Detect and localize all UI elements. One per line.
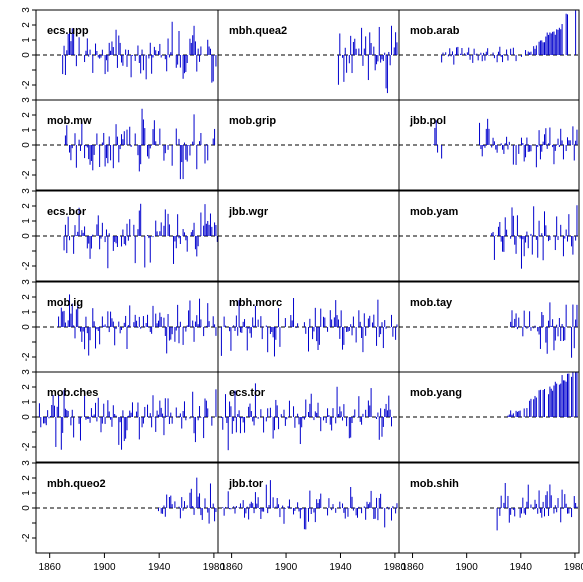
panel-ecs-tor: ecs.tor — [217, 371, 400, 463]
panel-frame — [217, 190, 400, 282]
x-tick-label: 1980 — [203, 562, 226, 573]
y-tick-label: -2 — [21, 352, 32, 361]
panel-title: mbh.morc — [229, 297, 282, 309]
panel-title: mbh.queo2 — [47, 478, 106, 490]
panel-jbb-pol: jbb.pol — [398, 99, 580, 191]
panel-title: mob.yang — [410, 387, 462, 399]
panel-mbh-quea2: mbh.quea2 — [217, 9, 400, 101]
x-tick-label: 1860 — [39, 562, 62, 573]
panel-frame — [217, 99, 400, 191]
panel-mob-grip: mob.grip — [217, 99, 400, 191]
y-tick-label: -2 — [21, 261, 32, 270]
panel-mbh-morc: mbh.morc — [217, 281, 400, 373]
panel-mob-ig: mob.ig — [35, 281, 219, 373]
panel-frame — [398, 99, 580, 191]
x-tick-label: 1940 — [510, 562, 533, 573]
y-tick-label: 0 — [21, 233, 32, 239]
panel-title: mbh.quea2 — [229, 25, 287, 37]
panel-frame — [398, 281, 580, 373]
axes-layer: 3 2 1 0 -2 3 2 1 0 -2 3 2 1 0 -2 3 2 1 0 -2 3 2 1 0 -2 3 2 1 0 -2 1860… — [21, 7, 583, 573]
y-tick-label: 0 — [21, 324, 32, 330]
panel-mob-mw: mob.mw — [35, 99, 219, 191]
y-tick-label: 2 — [21, 294, 32, 300]
y-tick-label: -2 — [21, 170, 32, 179]
y-tick-label: 2 — [21, 384, 32, 390]
y-tick-label: 3 — [21, 7, 32, 13]
y-tick-label: 2 — [21, 22, 32, 28]
x-tick-label: 1940 — [148, 562, 171, 573]
panel-mob-arab: mob.arab — [398, 9, 580, 101]
panel-mob-yam: mob.yam — [398, 190, 580, 282]
panel-title: ecs.tor — [229, 387, 266, 399]
x-tick-label: 1940 — [329, 562, 352, 573]
y-tick-label: 2 — [21, 112, 32, 118]
panel-frame — [217, 9, 400, 101]
panel-title: jbb.wgr — [228, 206, 269, 218]
x-tick-label: 1900 — [275, 562, 298, 573]
y-tick-label: 3 — [21, 369, 32, 375]
y-tick-label: 0 — [21, 414, 32, 420]
y-tick-label: -2 — [21, 442, 32, 451]
panel-title: mob.tay — [410, 297, 453, 309]
panel-title: ecs.upp — [47, 25, 89, 37]
y-tick-label: 3 — [21, 460, 32, 466]
panel-title: mob.shih — [410, 478, 459, 490]
x-tick-label: 1980 — [384, 562, 407, 573]
y-tick-label: 1 — [21, 399, 32, 405]
panel-title: mob.ig — [47, 297, 83, 309]
panel-mbh-queo2: mbh.queo2 — [35, 462, 219, 554]
panel-frame — [398, 190, 580, 282]
panel-title: jbb.tor — [228, 478, 264, 490]
panel-mob-tay: mob.tay — [398, 281, 580, 373]
panel-title: mob.mw — [47, 115, 92, 127]
x-tick-label: 1900 — [456, 562, 479, 573]
panel-mob-shih: mob.shih — [398, 462, 580, 554]
x-tick-label: 1860 — [220, 562, 243, 573]
panel-title: mob.ches — [47, 387, 98, 399]
y-tick-label: -2 — [21, 80, 32, 89]
y-tick-label: 1 — [21, 490, 32, 496]
y-tick-label: 1 — [21, 218, 32, 224]
y-tick-label: 2 — [21, 203, 32, 209]
panel-mob-ches: mob.ches — [35, 371, 219, 463]
y-tick-label: 3 — [21, 188, 32, 194]
panel-title: ecs.bor — [47, 206, 87, 218]
panel-title: mob.yam — [410, 206, 459, 218]
y-tick-label: 3 — [21, 279, 32, 285]
x-tick-label: 1980 — [564, 562, 583, 573]
y-tick-label: 3 — [21, 97, 32, 103]
panels-layer: ecs.upp mbh.quea2 mob.arab mob.mw mob.grip jb… — [35, 9, 580, 554]
y-tick-label: 1 — [21, 37, 32, 43]
y-tick-label: -2 — [21, 533, 32, 542]
y-tick-label: 1 — [21, 127, 32, 133]
panel-mob-yang: mob.yang — [398, 371, 580, 463]
panel-jbb-tor: jbb.tor — [217, 462, 400, 554]
panel-title: mob.grip — [229, 115, 276, 127]
panel-title: jbb.pol — [409, 115, 446, 127]
y-tick-label: 0 — [21, 142, 32, 148]
x-tick-label: 1860 — [401, 562, 424, 573]
panel-frame — [398, 462, 580, 554]
y-tick-label: 0 — [21, 505, 32, 511]
x-tick-label: 1900 — [93, 562, 116, 573]
panel-ecs-bor: ecs.bor — [35, 190, 219, 282]
panel-ecs-upp: ecs.upp — [35, 9, 219, 101]
panel-jbb-wgr: jbb.wgr — [217, 190, 400, 282]
y-tick-label: 0 — [21, 52, 32, 58]
panel-frame — [398, 371, 580, 463]
panel-title: mob.arab — [410, 25, 460, 37]
y-tick-label: 1 — [21, 309, 32, 315]
y-tick-label: 2 — [21, 475, 32, 481]
